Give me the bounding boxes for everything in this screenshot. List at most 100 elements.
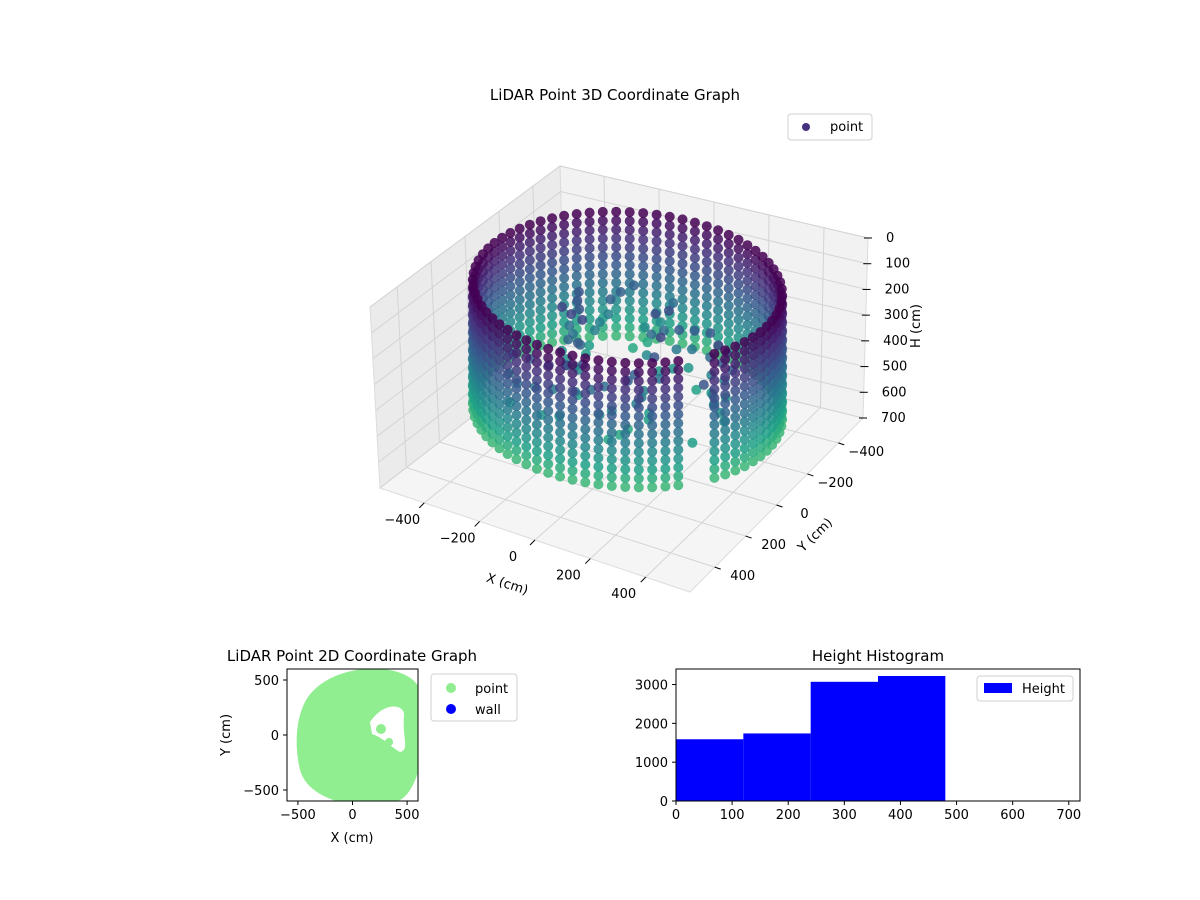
point-3d <box>709 402 720 412</box>
point-3d <box>709 446 720 457</box>
point-3d <box>494 390 505 401</box>
point-3d <box>502 431 513 442</box>
point-3d <box>559 290 570 301</box>
point-3d <box>739 372 750 383</box>
point-3d <box>502 449 513 459</box>
point-3d <box>521 370 532 381</box>
point-3d <box>521 414 532 425</box>
point-3d <box>567 394 578 405</box>
point-3d <box>723 256 734 267</box>
point-3d <box>660 357 671 368</box>
point-3d <box>531 419 542 430</box>
point-3d <box>638 217 649 227</box>
point-3d <box>624 304 635 315</box>
point-3d <box>689 261 700 272</box>
point-3d <box>572 295 583 306</box>
plot-area-2d <box>296 669 418 801</box>
point-3d <box>633 429 644 440</box>
point-3d <box>606 418 617 429</box>
point-3d <box>580 379 591 390</box>
x-tick-label-hist-7: 700 <box>1056 808 1081 823</box>
axes-frame-histogram <box>675 668 1081 802</box>
point-3d <box>739 416 750 427</box>
point-3d <box>633 473 644 484</box>
point-3d <box>709 366 720 377</box>
point-3d <box>713 296 724 307</box>
point-3d <box>567 377 578 388</box>
point-3d <box>664 335 675 346</box>
y-tick-label-3d-3: −200 <box>818 476 854 491</box>
y-tick-label-3d-1: 200 <box>761 538 786 553</box>
point-3d <box>620 393 631 404</box>
point-3d <box>514 312 525 323</box>
point-3d <box>689 279 700 290</box>
point-3d <box>502 386 513 397</box>
point-3d <box>709 410 720 421</box>
point-3d <box>720 416 731 427</box>
point-3d <box>647 358 658 369</box>
point-3d <box>584 260 595 271</box>
point-3d <box>555 347 566 358</box>
point-3d <box>505 290 516 300</box>
point-3d <box>673 480 684 491</box>
point-3d <box>673 427 684 437</box>
point-3d <box>511 392 522 403</box>
point-3d <box>647 482 658 493</box>
point-3d <box>723 309 734 320</box>
point-3d <box>709 437 720 448</box>
point-3d <box>497 232 508 243</box>
point-3d <box>620 402 631 413</box>
point-3d <box>502 369 513 380</box>
point-3d <box>535 331 546 342</box>
point-3d <box>584 234 595 245</box>
point-3d <box>611 215 622 226</box>
point-3d <box>524 308 535 319</box>
point-3d <box>584 207 595 218</box>
point-3d <box>723 274 734 285</box>
point-3d <box>524 219 535 230</box>
point-3d <box>564 320 575 331</box>
point-3d <box>497 285 508 296</box>
y-tick-label-2d-2: −500 <box>243 784 279 799</box>
point-3d <box>559 219 570 230</box>
point-3d <box>531 446 542 457</box>
point-3d <box>603 309 614 320</box>
point-3d <box>494 328 505 339</box>
point-3d <box>593 408 604 419</box>
point-3d <box>647 473 658 484</box>
chart-2d-title: LiDAR Point 2D Coordinate Graph <box>227 647 477 665</box>
point-3d <box>497 250 508 261</box>
point-3d <box>739 363 750 374</box>
point-3d <box>535 216 546 227</box>
point-3d <box>689 235 700 246</box>
point-3d <box>723 291 734 302</box>
point-3d <box>677 232 688 243</box>
point-3d <box>633 367 644 378</box>
point-3d <box>521 441 532 452</box>
point-3d <box>742 249 753 259</box>
point-3d <box>543 361 554 372</box>
grid-x-back-4 <box>819 227 825 408</box>
point-3d <box>730 341 741 352</box>
point-3d <box>593 479 604 490</box>
z-tick-label-3d-0: 0 <box>886 231 894 246</box>
point-3d <box>511 401 522 412</box>
point-3d <box>593 444 604 454</box>
point-3d <box>514 241 525 252</box>
point-3d <box>689 270 700 281</box>
point-3d <box>514 294 525 305</box>
point-3d <box>633 393 644 404</box>
point-3d <box>521 379 532 390</box>
point-3d <box>733 252 744 263</box>
point-3d <box>555 471 566 482</box>
point-3d <box>730 412 741 423</box>
point-3d <box>701 221 712 232</box>
point-3d <box>593 470 604 481</box>
point-3d <box>611 242 622 253</box>
x-tick-3d-0 <box>418 502 425 509</box>
ticks-2d: −500 0 500 500 0 −500 <box>243 674 419 823</box>
point-3d <box>559 264 570 274</box>
point-3d <box>547 310 558 321</box>
point-3d <box>559 272 570 283</box>
point-3d <box>713 278 724 289</box>
